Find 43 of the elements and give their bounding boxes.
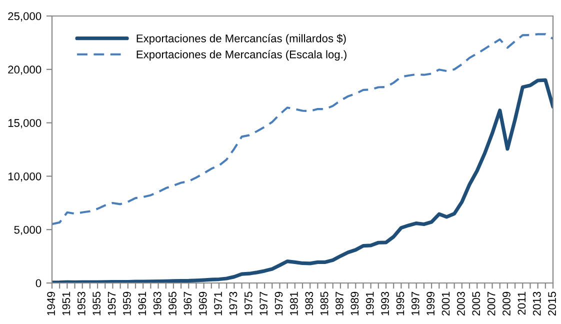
x-tick-label: 1991 bbox=[366, 292, 374, 316]
x-tick-label: 2013 bbox=[532, 292, 541, 316]
x-tick-label: 2015 bbox=[548, 292, 556, 316]
x-tick-label: 2007 bbox=[487, 292, 496, 316]
x-tick-label: 1979 bbox=[274, 292, 283, 316]
x-tick-label: 1997 bbox=[411, 292, 420, 316]
legend-label: Exportaciones de Mercancías (Escala log.) bbox=[136, 50, 346, 61]
x-tick-label: 1995 bbox=[396, 292, 404, 316]
x-tick-label: 1957 bbox=[108, 292, 116, 316]
x-tick-label: 1993 bbox=[381, 292, 389, 316]
x-tick-label: 1987 bbox=[336, 292, 344, 316]
x-tick-label: 1985 bbox=[320, 292, 328, 316]
x-tick-label: 2011 bbox=[518, 292, 526, 315]
y-tick-label: 15,000 bbox=[8, 119, 42, 128]
x-tick-label: 1969 bbox=[198, 292, 207, 316]
x-tick-label: 1981 bbox=[290, 292, 298, 316]
x-tick-label: 1977 bbox=[260, 292, 268, 316]
x-tick-label: 1973 bbox=[229, 292, 238, 316]
x-tick-label: 1961 bbox=[138, 292, 146, 316]
y-tick-label: 10,000 bbox=[8, 172, 42, 182]
line-series bbox=[52, 33, 553, 226]
x-tick-label: 1953 bbox=[77, 292, 86, 316]
x-tick-label: 2001 bbox=[442, 292, 450, 316]
x-tick-label: 2009 bbox=[502, 292, 510, 316]
x-tick-label: 1971 bbox=[214, 292, 222, 316]
x-tick-label: 1989 bbox=[350, 292, 359, 316]
y-tick-label: 0 bbox=[36, 279, 42, 288]
x-tick-label: 2005 bbox=[472, 292, 480, 316]
x-tick-label: 1975 bbox=[244, 292, 252, 316]
y-tick-label: 5,000 bbox=[14, 226, 42, 236]
x-tick-label: 1967 bbox=[184, 292, 192, 316]
x-tick-label: 1999 bbox=[426, 292, 435, 316]
y-tick-label: 20,000 bbox=[8, 66, 42, 75]
x-tick-label: 1963 bbox=[153, 292, 162, 316]
y-tick-label: 25,000 bbox=[8, 12, 42, 22]
x-tick-label: 1949 bbox=[47, 292, 55, 316]
legend-label: Exportaciones de Mercancías (millardos $) bbox=[136, 34, 346, 45]
x-tick-label: 1951 bbox=[62, 292, 70, 316]
x-tick-label: 1959 bbox=[123, 292, 131, 316]
x-tick-label: 1983 bbox=[305, 292, 314, 316]
x-tick-label: 2003 bbox=[457, 292, 465, 316]
x-tick-label: 1955 bbox=[92, 292, 101, 316]
x-tick-label: 1965 bbox=[168, 292, 176, 316]
